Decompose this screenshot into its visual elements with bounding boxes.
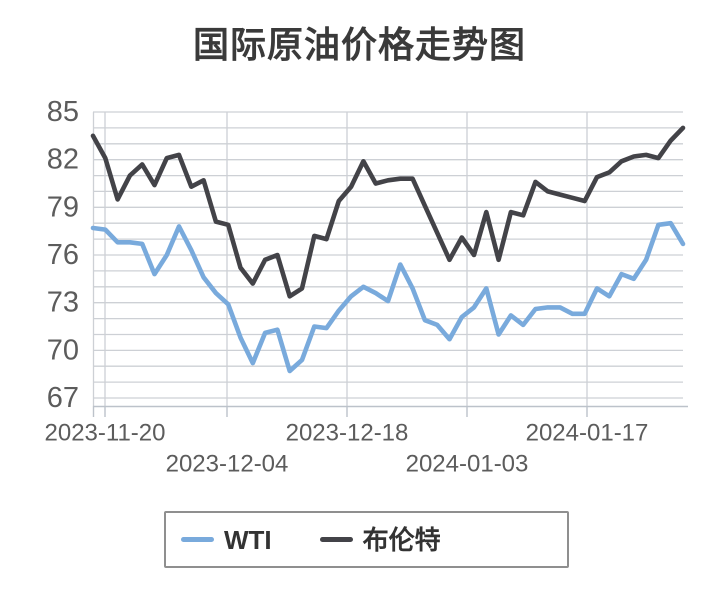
svg-text:82: 82 xyxy=(47,144,79,176)
svg-text:2023-11-20: 2023-11-20 xyxy=(45,420,166,447)
legend: WTI 布伦特 xyxy=(164,511,569,568)
chart-canvas: 858279767370672023-11-202023-12-042023-1… xyxy=(45,96,688,478)
svg-text:79: 79 xyxy=(47,191,79,223)
svg-text:70: 70 xyxy=(47,334,79,366)
wti-line xyxy=(90,220,686,374)
wti-line-swatch xyxy=(181,537,214,542)
brent-line-swatch xyxy=(319,537,353,542)
svg-text:76: 76 xyxy=(47,239,79,271)
x-axis xyxy=(92,405,688,417)
svg-text:73: 73 xyxy=(47,287,79,319)
svg-text:2024-01-03: 2024-01-03 xyxy=(406,451,529,478)
legend-label-wti: WTI xyxy=(224,524,272,555)
svg-text:2023-12-04: 2023-12-04 xyxy=(166,451,289,478)
svg-text:67: 67 xyxy=(47,382,79,414)
legend-item-brent[interactable]: 布伦特 xyxy=(319,524,441,555)
legend-item-wti[interactable]: WTI xyxy=(181,527,272,553)
legend-label-brent: 布伦特 xyxy=(362,524,441,555)
svg-text:2024-01-17: 2024-01-17 xyxy=(526,420,649,447)
chart-title: 国际原油价格走势图 xyxy=(192,24,526,65)
svg-text:85: 85 xyxy=(47,96,79,128)
y-axis-labels: 85 82 79 76 73 70 67 xyxy=(47,96,79,414)
brent-line xyxy=(90,125,686,299)
svg-text:2023-12-18: 2023-12-18 xyxy=(286,420,409,447)
horizontal-gridlines xyxy=(93,111,683,399)
chart-plot-area: 85 82 79 76 73 70 67 2023-11-20 2023-12-04 2023-1… xyxy=(45,96,688,478)
